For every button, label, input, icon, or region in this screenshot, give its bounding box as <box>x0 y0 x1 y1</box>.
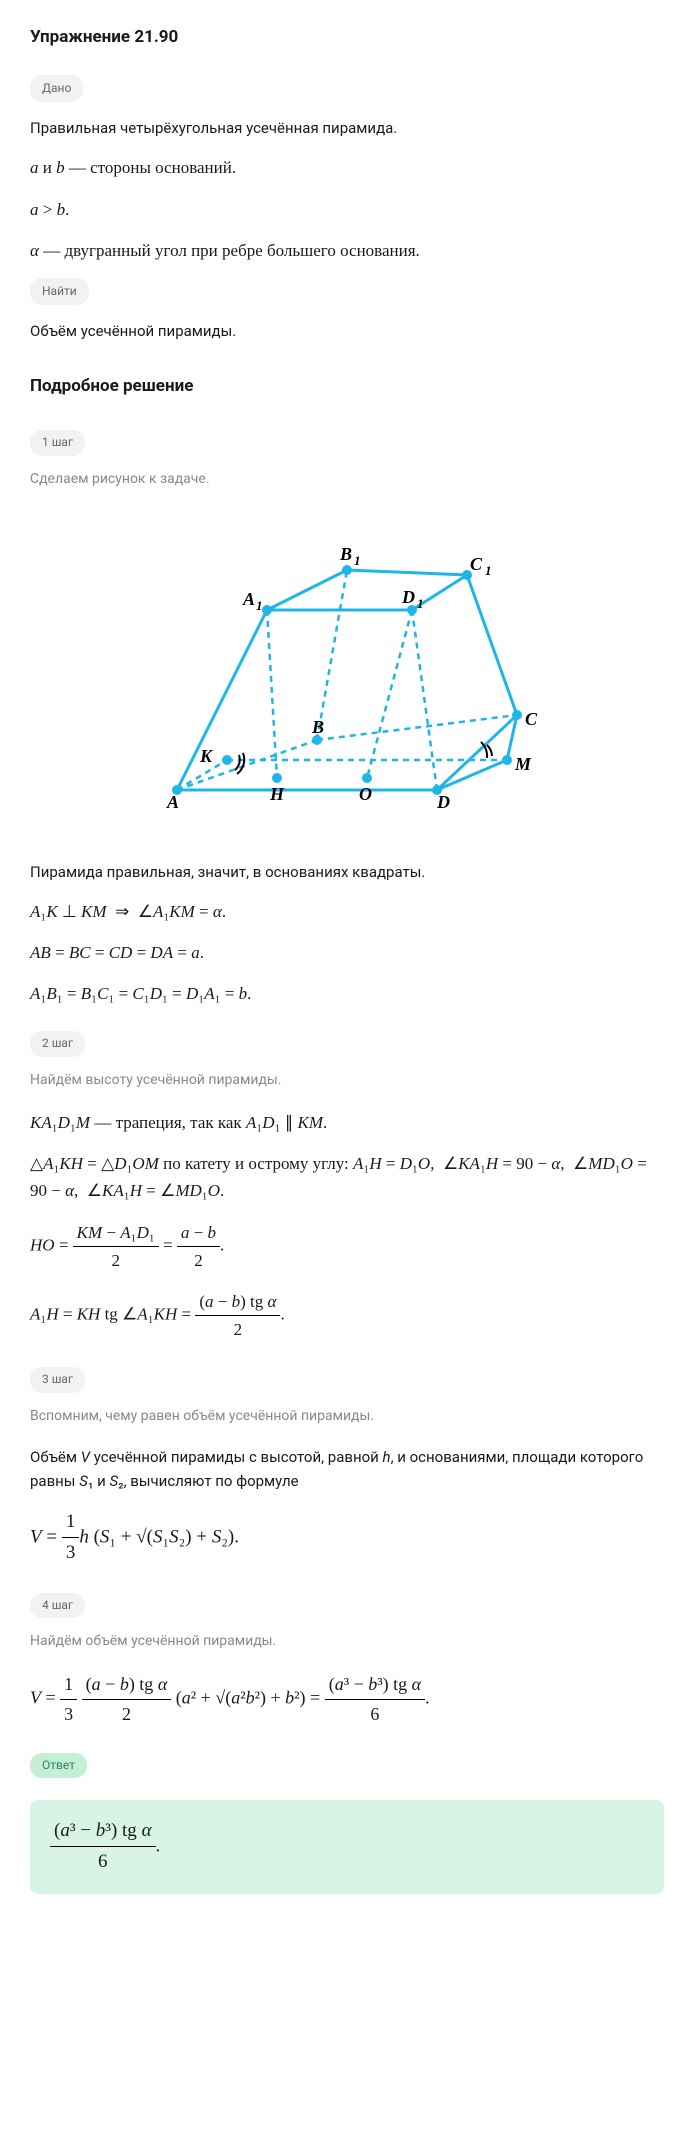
math-line: AB = BC = CD = DA = a. <box>30 939 664 966</box>
step-badge: 1 шаг <box>30 430 85 455</box>
step-badge: 3 шаг <box>30 1367 85 1392</box>
given-line: a > b. <box>30 196 664 223</box>
step-intro: Найдём высоту усечённой пирамиды. <box>30 1069 664 1091</box>
math-line: △A₁KH = △D₁OM по катету и острому углу: … <box>30 1150 664 1204</box>
find-text: Объём усечённой пирамиды. <box>30 319 664 343</box>
svg-text:M: M <box>514 754 532 774</box>
svg-text:1: 1 <box>354 553 361 568</box>
svg-text:C: C <box>470 554 483 574</box>
svg-text:A: A <box>242 589 255 609</box>
step1-after-figure: Пирамида правильная, значит, в основания… <box>30 860 664 884</box>
pyramid-figure: A D C B A1 D1 B1 C1 K H O M <box>137 530 557 810</box>
svg-text:K: K <box>199 746 214 766</box>
math-line: A₁B₁ = B₁C₁ = C₁D₁ = D₁A₁ = b. <box>30 980 664 1007</box>
svg-text:C: C <box>525 709 538 729</box>
svg-text:D: D <box>436 792 450 810</box>
svg-text:B: B <box>311 717 324 737</box>
step-intro: Сделаем рисунок к задаче. <box>30 468 664 490</box>
find-badge: Найти <box>30 278 89 305</box>
math-line: KA₁D₁M — трапеция, так как A₁D₁ ∥ KM. <box>30 1109 664 1136</box>
svg-text:A: A <box>166 792 179 810</box>
step-badge: 2 шаг <box>30 1031 85 1056</box>
answer-badge: Ответ <box>30 1753 87 1778</box>
given-line: Правильная четырёхугольная усечённая пир… <box>30 116 664 140</box>
given-badge: Дано <box>30 75 83 102</box>
step-intro: Найдём объём усечённой пирамиды. <box>30 1630 664 1652</box>
exercise-title: Упражнение 21.90 <box>30 24 664 51</box>
step-intro: Вспомним, чему равен объём усечённой пир… <box>30 1405 664 1427</box>
svg-text:1: 1 <box>485 563 492 578</box>
math-line: A₁K ⊥ KM ⇒ ∠A₁KM = α. <box>30 898 664 925</box>
svg-text:B: B <box>339 544 352 564</box>
step3-text: Объём V усечённой пирамиды с высотой, ра… <box>30 1445 664 1493</box>
math-line: V = 13h (S₁ + √(S₁S₂) + S₂). <box>30 1507 664 1569</box>
svg-text:D: D <box>401 587 415 607</box>
math-line: V = 13 (a − b) tg α2 (a² + √(a²b²) + b²)… <box>30 1670 664 1729</box>
svg-text:1: 1 <box>417 596 424 611</box>
svg-text:1: 1 <box>256 598 263 613</box>
svg-text:O: O <box>359 784 372 804</box>
math-line: A₁H = KH tg ∠A₁KH = (a − b) tg α2. <box>30 1288 664 1343</box>
answer-box: (a³ − b³) tg α6. <box>30 1800 664 1894</box>
given-line: α — двугранный угол при ребре большего о… <box>30 237 664 264</box>
svg-text:H: H <box>269 784 285 804</box>
given-line: a и b — стороны оснований. <box>30 154 664 181</box>
step-badge: 4 шаг <box>30 1593 85 1618</box>
solution-heading: Подробное решение <box>30 373 664 400</box>
math-line: HO = KM − A₁D₁2 = a − b2. <box>30 1219 664 1274</box>
